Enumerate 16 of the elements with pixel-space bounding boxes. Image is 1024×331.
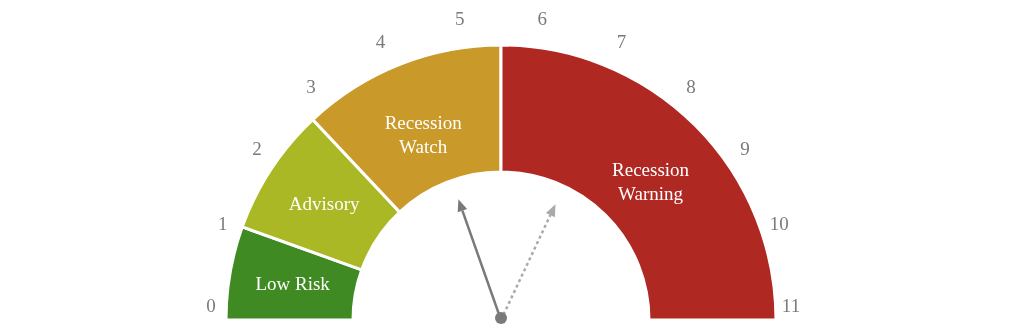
text: 10	[769, 213, 789, 235]
text: 0	[206, 295, 216, 316]
text: 11	[781, 295, 801, 316]
slice-label: Advisory	[288, 192, 361, 214]
text: 5	[454, 7, 465, 29]
slice-label: Recession Watch	[384, 112, 463, 158]
text: 9	[740, 138, 750, 160]
text: 2	[252, 138, 262, 160]
slice-label: Recession Warning	[612, 159, 690, 205]
text: 6	[537, 7, 548, 29]
text: 4	[375, 31, 386, 53]
text: 8	[686, 75, 696, 97]
text: 1	[218, 213, 228, 235]
slice-label: Low Risk	[255, 272, 331, 294]
text: 3	[306, 75, 316, 97]
text: 7	[616, 31, 627, 53]
